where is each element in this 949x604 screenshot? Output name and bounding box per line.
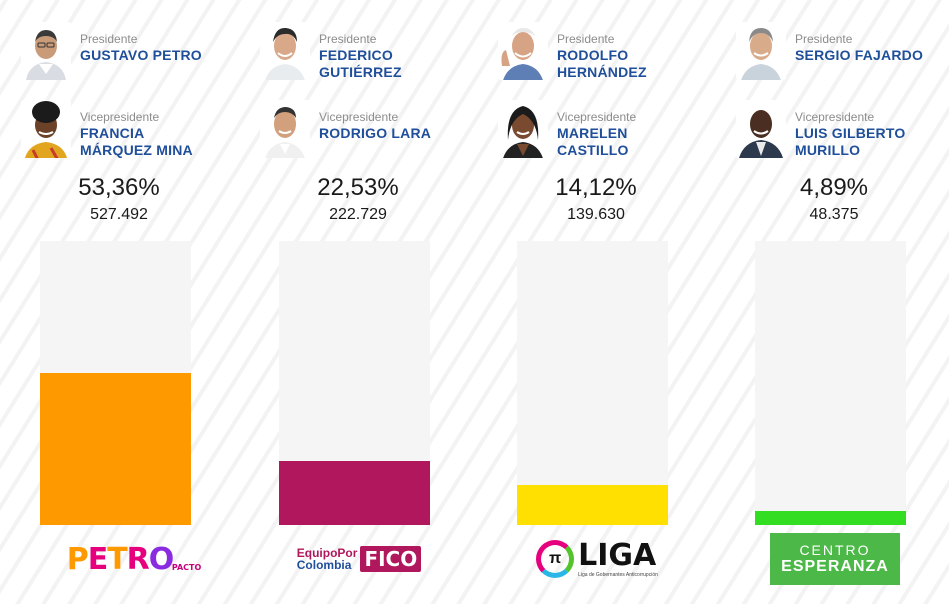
logo-centro-text: CENTRO <box>799 542 871 558</box>
vote-count: 222.729 <box>329 206 387 223</box>
vicepresident-photo <box>260 100 310 158</box>
vicepresident-photo <box>498 100 548 158</box>
logo-top-text: EquipoPor <box>296 546 358 560</box>
vicepresident-photo <box>21 100 71 158</box>
pi-icon: π <box>536 540 575 578</box>
president-card[interactable]: Presidente FEDERICO GUTIÉRREZ <box>260 22 475 84</box>
logo-esperanza-text: ESPERANZA <box>781 558 889 575</box>
vicepresident-name: RODRIGO LARA <box>319 125 432 141</box>
vote-count: 48.375 <box>809 206 859 223</box>
logo-fico-text: FICO <box>360 546 422 572</box>
candidate-column-petro: Presidente GUSTAVO PETRO Vicepresidente … <box>0 0 238 604</box>
party-logo-petro[interactable]: PETRO PACTO <box>66 541 202 577</box>
vote-percentage: 22,53% <box>317 174 399 201</box>
vote-percentage: 14,12% <box>555 174 637 201</box>
vicepresident-role: Vicepresidente <box>557 110 637 124</box>
vicepresident-card[interactable]: Vicepresidente LUIS GILBERTO MURILLO <box>736 100 949 162</box>
president-name: SERGIO FAJARDO <box>795 47 924 63</box>
president-role: Presidente <box>557 32 615 46</box>
president-name: GUSTAVO PETRO <box>80 47 202 63</box>
party-logo-fico[interactable]: EquipoPor Colombia FICO <box>259 530 459 588</box>
vote-bar-track <box>755 241 906 525</box>
president-card[interactable]: Presidente RODOLFO HERNÁNDEZ <box>498 22 713 84</box>
president-card[interactable]: Presidente SERGIO FAJARDO <box>736 22 949 84</box>
vote-count: 139.630 <box>567 206 625 223</box>
president-name: RODOLFO HERNÁNDEZ <box>557 47 647 80</box>
vicepresident-name: FRANCIA MÁRQUEZ MINA <box>80 125 193 158</box>
president-role: Presidente <box>319 32 377 46</box>
vote-percentage: 4,89% <box>799 174 869 201</box>
vote-percentage: 53,36% <box>78 174 160 201</box>
president-photo <box>260 22 310 80</box>
candidate-column-fico: Presidente FEDERICO GUTIÉRREZ Vicepresid… <box>239 0 477 604</box>
vote-bar <box>279 461 430 525</box>
president-photo <box>736 22 786 80</box>
logo-bottom-text: Colombia <box>296 558 352 572</box>
vicepresident-photo <box>736 100 786 158</box>
vicepresident-card[interactable]: Vicepresidente MARELEN CASTILLO <box>498 100 713 162</box>
vicepresident-card[interactable]: Vicepresidente RODRIGO LARA <box>260 100 475 162</box>
vicepresident-card[interactable]: Vicepresidente FRANCIA MÁRQUEZ MINA <box>21 100 236 162</box>
president-role: Presidente <box>80 32 138 46</box>
vote-bar <box>517 485 668 525</box>
vote-count: 527.492 <box>90 206 148 223</box>
logo-liga-subtitle: Liga de Gobernantes Anticorrupción <box>578 572 658 578</box>
vicepresident-name: MARELEN CASTILLO <box>557 125 629 158</box>
president-role: Presidente <box>795 32 853 46</box>
president-photo <box>498 22 548 80</box>
president-card[interactable]: Presidente GUSTAVO PETRO <box>21 22 236 84</box>
president-name: FEDERICO GUTIÉRREZ <box>319 47 402 80</box>
vote-bar-track <box>517 241 668 525</box>
pacto-tag: PACTO <box>171 562 202 572</box>
vicepresident-role: Vicepresidente <box>795 110 875 124</box>
vote-bar <box>40 373 191 525</box>
logo-liga-text: LIGA <box>578 538 657 573</box>
party-logo-centro-esperanza[interactable]: CENTRO ESPERANZA <box>735 530 935 588</box>
candidate-column-esperanza: Presidente SERGIO FAJARDO Vicepresidente… <box>715 0 949 604</box>
candidate-column-liga: Presidente RODOLFO HERNÁNDEZ Vicepreside… <box>477 0 715 604</box>
president-photo <box>21 22 71 80</box>
vote-bar <box>755 511 906 525</box>
vicepresident-role: Vicepresidente <box>80 110 160 124</box>
vote-bar-track <box>279 241 430 525</box>
vicepresident-name: LUIS GILBERTO MURILLO <box>795 125 906 158</box>
party-logo-liga[interactable]: π LIGA Liga de Gobernantes Anticorrupció… <box>497 530 697 588</box>
vicepresident-role: Vicepresidente <box>319 110 399 124</box>
vote-bar-track <box>40 241 191 525</box>
